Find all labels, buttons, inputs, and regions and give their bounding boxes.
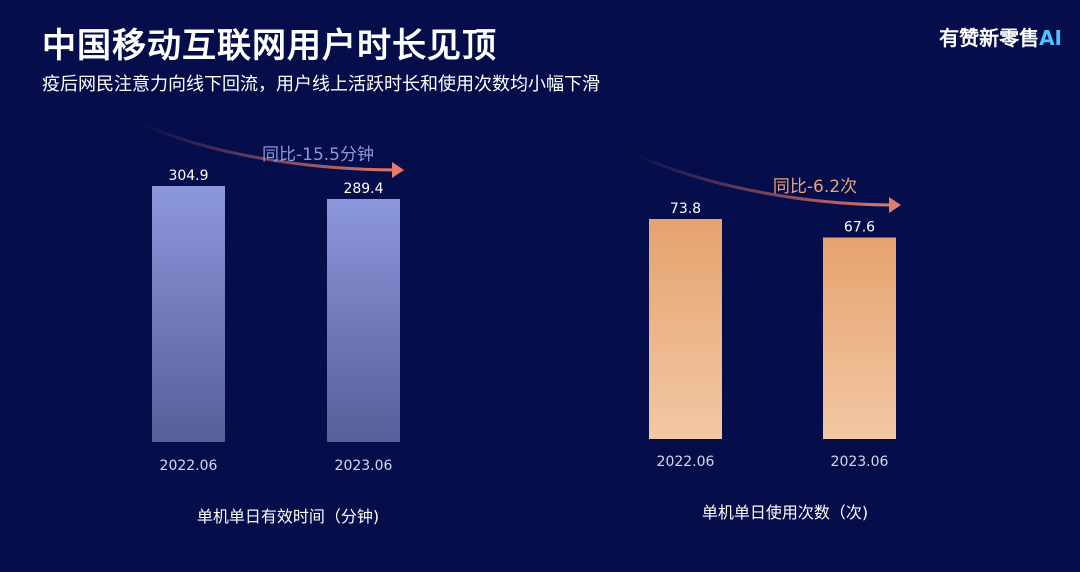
trend-arrow-head-icon	[392, 162, 404, 178]
bar-2023.06	[823, 237, 896, 439]
brand-logo: 有赞新零售AI	[939, 22, 1062, 51]
bar-value-label: 304.9	[168, 168, 208, 184]
trend-arrow	[139, 121, 401, 172]
bar-value-label: 67.6	[844, 219, 875, 235]
x-tick-label: 2022.06	[160, 458, 218, 474]
x-axis-title: 单机单日有效时间（分钟)	[197, 507, 379, 526]
chart-daily-duration: 304.9 2022.06 289.4 2023.06 同比-15.5分钟单机单日有效时…	[139, 121, 404, 526]
yoy-annotation: 同比-15.5分钟	[262, 145, 374, 165]
x-tick-label: 2023.06	[335, 458, 393, 474]
bar-2023.06	[327, 199, 400, 442]
yoy-annotation: 同比-6.2次	[773, 177, 857, 197]
trend-arrow	[629, 150, 898, 207]
brand-ai: AI	[1039, 26, 1062, 50]
bar-value-label: 289.4	[343, 181, 383, 197]
bar-value-label: 73.8	[670, 201, 701, 217]
x-tick-label: 2022.06	[657, 454, 715, 470]
trend-arrow-head-icon	[889, 197, 901, 213]
page-title: 中国移动互联网用户时长见顶	[42, 26, 497, 66]
bar-2022.06	[649, 219, 722, 439]
x-axis-title: 单机单日使用次数（次)	[702, 503, 868, 522]
page-subtitle: 疫后网民注意力向线下回流，用户线上活跃时长和使用次数均小幅下滑	[42, 74, 600, 95]
x-tick-label: 2023.06	[831, 454, 889, 470]
bar-2022.06	[152, 186, 225, 442]
brand-name: 有赞新零售	[939, 26, 1040, 50]
